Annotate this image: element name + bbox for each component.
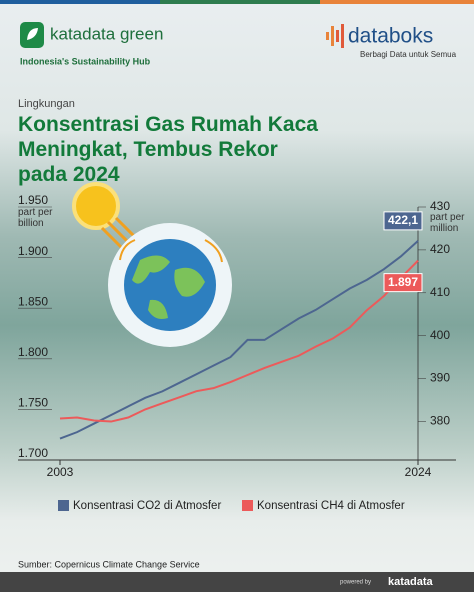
top-bar	[0, 0, 474, 4]
tagline: Indonesia's Sustainability Hub	[20, 56, 151, 66]
footer-logo: katadata	[388, 576, 434, 588]
partner-tagline: Berbagi Data untuk Semua	[360, 50, 457, 59]
y-tick-label: 1.700	[18, 446, 48, 460]
section: Lingkungan	[18, 98, 75, 110]
y2-axis-label: part per million	[430, 212, 465, 234]
legend-swatch	[242, 500, 253, 511]
series-line	[59, 240, 419, 440]
y-axis-label: part per billion	[18, 207, 53, 229]
value-label-box	[383, 273, 423, 293]
y2-tick-label: 420	[430, 242, 450, 256]
series-line	[59, 259, 419, 423]
partner: databoks	[348, 25, 433, 48]
legend-label: Konsentrasi CO2 di Atmosfer	[73, 500, 221, 512]
x-tick-label: 2003	[47, 465, 74, 479]
top-bar	[0, 0, 160, 4]
sun	[72, 182, 120, 230]
legend-label: Konsentrasi CH4 di Atmosfer	[257, 500, 405, 512]
chart-title: Konsentrasi Gas Rumah Kaca Meningkat, Te…	[18, 113, 318, 186]
logo-leaf	[27, 28, 38, 40]
partner-icon	[326, 24, 344, 48]
y2-tick-label: 410	[430, 285, 450, 299]
y-tick-label: 1.900	[18, 244, 48, 258]
footer-bar	[0, 572, 474, 592]
top-bar	[320, 0, 474, 4]
y2-tick-label: 430	[430, 199, 450, 213]
y-tick-label: 1.850	[18, 294, 48, 308]
y-tick-label: 1.800	[18, 345, 48, 359]
globe-land	[132, 255, 205, 319]
y-tick-label: 1.950	[18, 193, 48, 207]
value-label: 1.897	[388, 275, 418, 289]
y2-tick-label: 380	[430, 414, 450, 428]
value-label: 422,1	[388, 213, 418, 227]
legend-swatch	[58, 500, 69, 511]
value-label-box	[383, 211, 423, 231]
heat-arrow	[119, 239, 223, 263]
x-tick-label: 2024	[405, 465, 432, 479]
powered-by: powered by	[340, 580, 371, 586]
y2-tick-label: 390	[430, 371, 450, 385]
y-tick-label: 1.750	[18, 396, 48, 410]
source: Sumber: Copernicus Climate Change Servic…	[18, 559, 200, 569]
y2-tick-label: 400	[430, 328, 450, 342]
brand: katadata green	[50, 24, 163, 43]
